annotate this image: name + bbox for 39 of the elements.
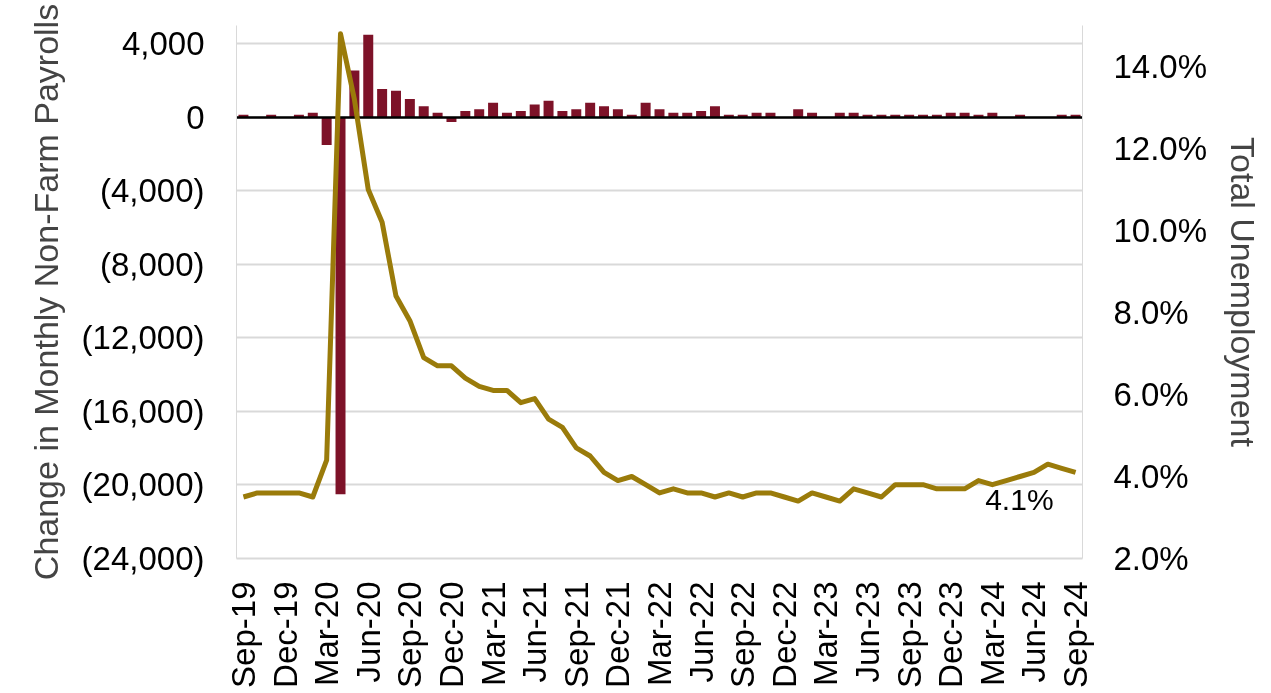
y-tick-label: (4,000) (99, 172, 205, 210)
y2-axis-title: Total Unemployment (1224, 137, 1263, 448)
x-tick-label: Dec-23 (932, 581, 970, 688)
y-tick-label: 4,000 (121, 25, 205, 63)
y-axis-title: Change in Monthly Non-Farm Payrolls (26, 3, 65, 581)
y2-tick-label: 4.0% (1113, 458, 1189, 495)
x-tick-label: Dec-22 (765, 581, 803, 688)
x-tick-label: Mar-20 (308, 581, 346, 687)
x-tick-label: Sep-24 (1057, 581, 1095, 688)
x-tick-label: Dec-21 (599, 581, 637, 688)
x-tick-label: Dec-19 (266, 581, 304, 688)
y2-tick-label: 8.0% (1113, 294, 1189, 331)
y2-tick-label: 14.0% (1113, 48, 1208, 85)
x-tick-label: Jun-21 (516, 581, 554, 683)
y-tick-label: 0 (186, 98, 205, 136)
y-tick-label: (20,000) (81, 466, 205, 504)
x-tick-label: Mar-23 (807, 581, 845, 687)
x-tick-label: Mar-21 (474, 581, 512, 687)
x-tick-label: Sep-22 (724, 581, 762, 688)
y2-tick-label: 12.0% (1113, 130, 1208, 167)
x-tick-label: Sep-20 (391, 581, 429, 688)
y-tick-label: (8,000) (99, 245, 205, 283)
x-tick-label: Mar-22 (641, 581, 678, 687)
x-tick-label: Sep-23 (890, 581, 928, 688)
x-tick-label: Jun-22 (682, 581, 720, 683)
x-tick-label: Sep-21 (557, 581, 595, 688)
y-tick-label: (24,000) (81, 540, 205, 577)
y2-tick-label: 2.0% (1113, 540, 1189, 577)
x-tick-label: Dec-20 (432, 581, 470, 688)
data-label: 4.1% (985, 483, 1054, 517)
x-tick-label: Jun-24 (1015, 581, 1053, 683)
x-tick-label: Jun-23 (849, 581, 887, 683)
x-tick-label: Jun-20 (349, 581, 387, 683)
y2-tick-label: 6.0% (1113, 376, 1189, 413)
x-tick-label: Mar-24 (973, 581, 1011, 687)
y2-tick-label: 10.0% (1113, 212, 1208, 249)
y-tick-label: (16,000) (81, 392, 205, 430)
y-tick-label: (12,000) (81, 319, 205, 357)
x-tick-label: Sep-19 (224, 581, 262, 688)
